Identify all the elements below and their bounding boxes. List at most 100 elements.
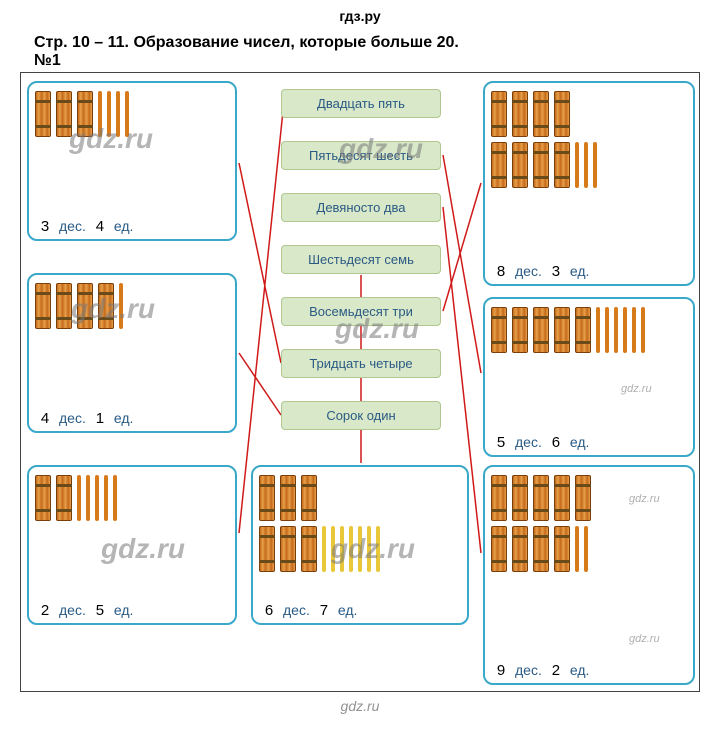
card-caption: 6дес.7ед. <box>259 596 461 619</box>
card-caption: 3дес.4ед. <box>35 212 229 235</box>
number-name-label: Двадцать пять <box>281 89 441 118</box>
stick-icon <box>116 91 120 137</box>
bundle-icon <box>533 475 549 521</box>
number-name-label: Девяносто два <box>281 193 441 222</box>
card-caption: 8дес.3ед. <box>491 257 687 280</box>
tens-value: 3 <box>35 218 55 235</box>
bundle-icon <box>554 526 570 572</box>
units-value: 7 <box>314 602 334 619</box>
tens-value: 2 <box>35 602 55 619</box>
stick-icon <box>623 307 627 353</box>
stick-icon <box>98 91 102 137</box>
bundle-icon <box>491 91 507 137</box>
number-card-c2: 4дес.1ед. <box>27 273 237 433</box>
bundle-icon <box>491 526 507 572</box>
bundle-icon <box>35 475 51 521</box>
exercise-number: №1 <box>0 52 720 72</box>
stick-icon <box>358 526 362 572</box>
units-label: ед. <box>570 434 590 450</box>
stick-icon <box>331 526 335 572</box>
stick-icon <box>584 142 588 188</box>
number-name-label: Восемьдесят три <box>281 297 441 326</box>
bundle-icon <box>533 307 549 353</box>
number-name-label: Пятьдесят шесть <box>281 141 441 170</box>
stick-icon <box>596 307 600 353</box>
connection-line <box>443 183 481 311</box>
tens-label: дес. <box>515 434 542 450</box>
stick-icon <box>95 475 99 521</box>
card-caption: 9дес.2ед. <box>491 656 687 679</box>
connection-line <box>443 155 481 373</box>
number-card-c7: 9дес.2ед. <box>483 465 695 685</box>
stick-icon <box>104 475 108 521</box>
stick-icon <box>349 526 353 572</box>
bundle-icon <box>533 142 549 188</box>
stick-icon <box>575 526 579 572</box>
units-label: ед. <box>338 602 358 618</box>
stick-icon <box>584 526 588 572</box>
stick-icon <box>593 142 597 188</box>
bundle-icon <box>512 526 528 572</box>
units-label: ед. <box>114 602 134 618</box>
bundle-icon <box>554 475 570 521</box>
bundle-icon <box>512 142 528 188</box>
stick-icon <box>77 475 81 521</box>
units-value: 5 <box>90 602 110 619</box>
tens-value: 8 <box>491 263 511 280</box>
stick-icon <box>605 307 609 353</box>
bundle-icon <box>280 475 296 521</box>
units-value: 6 <box>546 434 566 451</box>
stick-icon <box>322 526 326 572</box>
bundle-icon <box>77 283 93 329</box>
bundle-icon <box>575 475 591 521</box>
card-caption: 5дес.6ед. <box>491 428 687 451</box>
bundle-icon <box>35 283 51 329</box>
bundle-icon <box>512 307 528 353</box>
number-card-c6: 6дес.7ед. <box>251 465 469 625</box>
number-card-c5: 5дес.6ед. <box>483 297 695 457</box>
bundle-icon <box>512 91 528 137</box>
bundle-icon <box>491 142 507 188</box>
number-name-label: Сорок один <box>281 401 441 430</box>
bundle-icon <box>512 475 528 521</box>
bundle-icon <box>301 475 317 521</box>
tens-value: 4 <box>35 410 55 427</box>
connection-line <box>239 353 281 415</box>
stick-icon <box>614 307 618 353</box>
tens-value: 9 <box>491 662 511 679</box>
card-caption: 4дес.1ед. <box>35 404 229 427</box>
stick-icon <box>340 526 344 572</box>
units-value: 3 <box>546 263 566 280</box>
bundle-icon <box>98 283 114 329</box>
tens-label: дес. <box>515 662 542 678</box>
tens-label: дес. <box>515 263 542 279</box>
units-label: ед. <box>570 662 590 678</box>
bundle-icon <box>575 307 591 353</box>
stick-icon <box>125 91 129 137</box>
bundle-icon <box>491 475 507 521</box>
units-label: ед. <box>570 263 590 279</box>
number-name-label: Шестьдесят семь <box>281 245 441 274</box>
tens-value: 5 <box>491 434 511 451</box>
units-value: 4 <box>90 218 110 235</box>
tens-value: 6 <box>259 602 279 619</box>
tens-label: дес. <box>283 602 310 618</box>
tens-label: дес. <box>59 602 86 618</box>
stick-icon <box>119 283 123 329</box>
site-header: гдз.ру <box>0 0 720 28</box>
bundle-icon <box>554 91 570 137</box>
stick-icon <box>575 142 579 188</box>
connection-line <box>239 163 281 363</box>
bundle-icon <box>533 91 549 137</box>
bundle-icon <box>77 91 93 137</box>
units-label: ед. <box>114 410 134 426</box>
sticks-area <box>35 283 229 343</box>
tens-label: дес. <box>59 410 86 426</box>
bundle-icon <box>35 91 51 137</box>
sticks-area <box>491 91 687 191</box>
sticks-area <box>491 475 687 575</box>
sticks-area <box>35 475 229 535</box>
bundle-icon <box>554 307 570 353</box>
units-label: ед. <box>114 218 134 234</box>
bundle-icon <box>491 307 507 353</box>
